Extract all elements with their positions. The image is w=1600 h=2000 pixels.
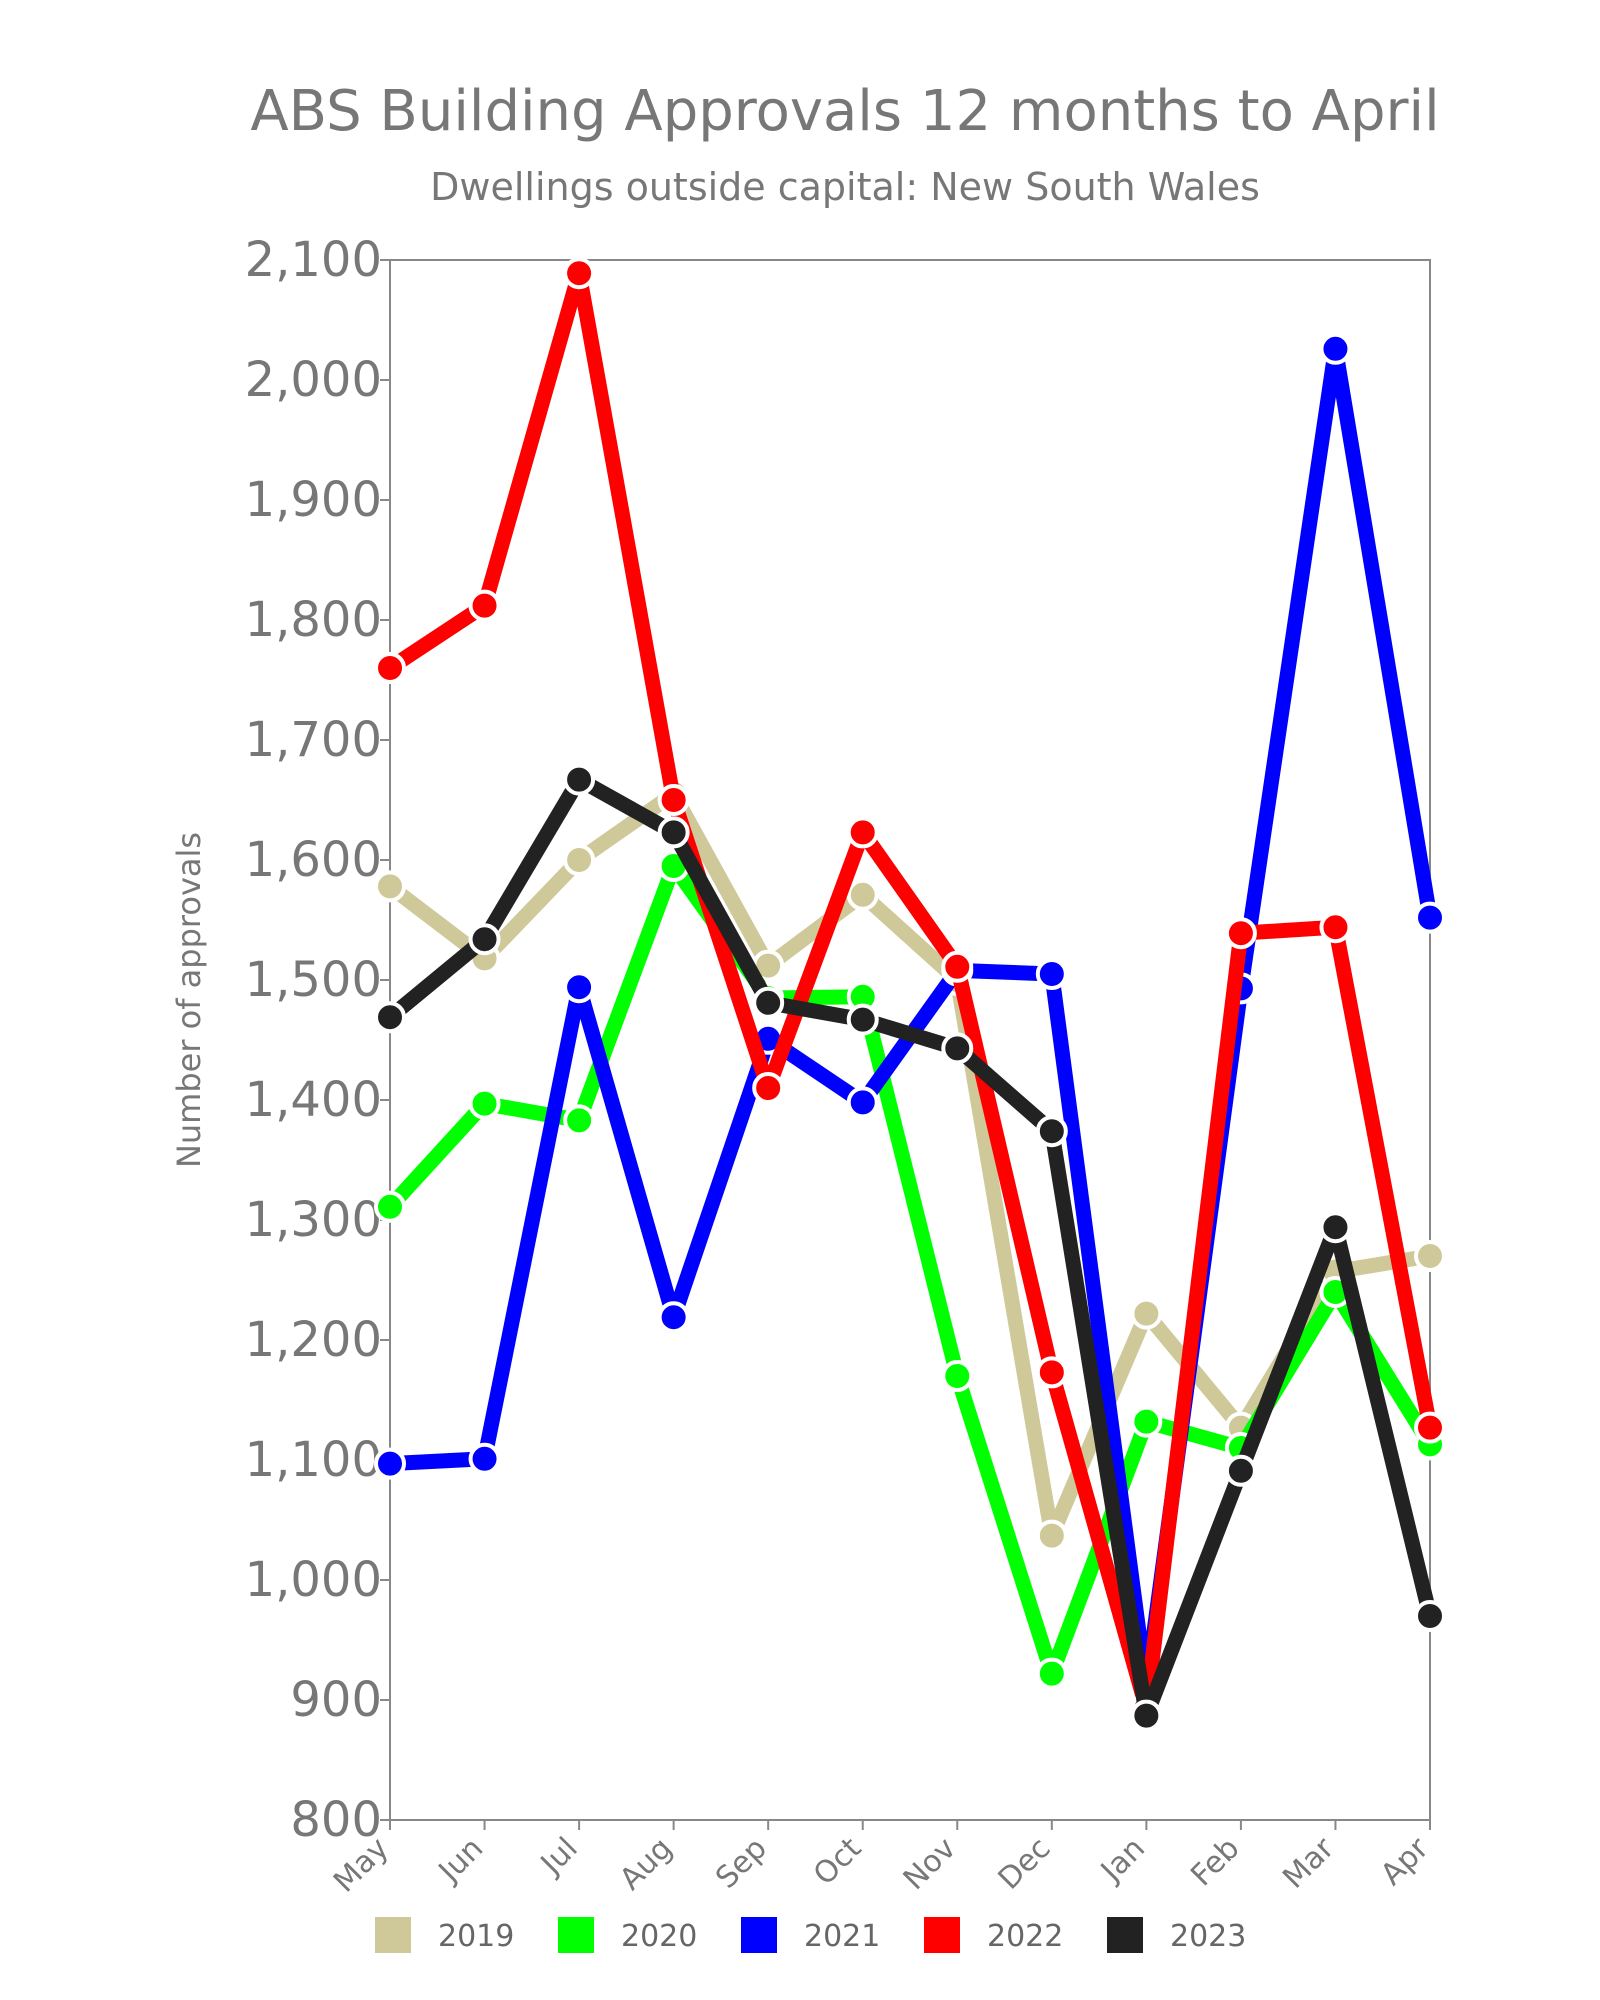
plot-frame	[389, 259, 1431, 1821]
data-point: 2021 Aug: 1219	[657, 1301, 690, 1334]
chart-subtitle: Dwellings outside capital: New South Wal…	[430, 165, 1260, 209]
legend-label-2020: 2020	[621, 1919, 697, 1954]
data-point: 2019 Dec: 1037	[1035, 1519, 1068, 1552]
y-axis-label: Number of approvals	[170, 832, 208, 1168]
data-point: 2021 Jul: 1494	[563, 971, 596, 1004]
x-tick-label: Oct	[807, 1831, 869, 1893]
data-point: 2023 Jun: 1534	[468, 923, 501, 956]
x-tick-label: Mar	[1276, 1830, 1341, 1895]
legend: 2019 2020 2021 2022 2023	[375, 1917, 1246, 1954]
x-tick-label: Sep	[709, 1831, 774, 1896]
data-point: 2022 Sep: 1410	[752, 1072, 785, 1104]
data-point: 2023 Mar: 1294	[1319, 1211, 1352, 1244]
data-point: 2021 Apr: 1552	[1414, 901, 1446, 934]
data-point: 2023 Jan: 887	[1130, 1699, 1163, 1732]
data-point: 2023 Apr: 970	[1414, 1600, 1446, 1632]
y-tick-label: 1,500	[245, 952, 382, 1008]
x-tick-label: Dec	[992, 1831, 1058, 1897]
data-point: 2023 Nov: 1443	[941, 1032, 974, 1065]
data-point: 2019 Oct: 1571	[846, 878, 879, 911]
data-point: 2019 May: 1578	[374, 870, 406, 903]
y-tick-label: 900	[290, 1672, 382, 1728]
x-tick-label: Aug	[613, 1831, 679, 1897]
data-point: 2019 Jan: 1222	[1130, 1297, 1163, 1330]
y-tick-label: 1,000	[245, 1552, 382, 1608]
x-tick-label: Nov	[897, 1831, 963, 1897]
y-tick-label: 1,700	[245, 712, 382, 768]
y-tick-label: 1,100	[245, 1432, 382, 1488]
series-2022: 2022 May: 1760 2022 Jun: 1812 2022 Jul: 20…	[374, 257, 1446, 1725]
data-point: 2020 May: 1311	[374, 1190, 406, 1223]
data-point: 2020 Dec: 922	[1035, 1657, 1068, 1690]
data-point: 2020 Jan: 1132	[1130, 1405, 1163, 1438]
legend-label-2021: 2021	[804, 1919, 880, 1954]
series-line-2022	[382, 265, 1438, 1716]
data-point: 2022 Aug: 1650	[657, 784, 690, 816]
data-point: 2021 Mar: 2026	[1319, 332, 1352, 365]
data-point: 2023 Oct: 1467	[846, 1003, 879, 1036]
legend-label-2022: 2022	[987, 1919, 1063, 1954]
x-tick-label: Apr	[1374, 1830, 1436, 1892]
data-point: 2021 Dec: 1505	[1035, 958, 1068, 990]
legend-swatch-2019	[375, 1917, 411, 1953]
data-point: 2023 Feb: 1091	[1224, 1454, 1257, 1487]
series-line-2020	[382, 858, 1438, 1682]
data-point: 2022 May: 1760	[374, 652, 406, 684]
data-point: 2022 Mar: 1544	[1319, 911, 1352, 944]
chart-title: ABS Building Approvals 12 months to Apri…	[250, 79, 1439, 144]
data-point: 2023 Jul: 1667	[563, 763, 596, 796]
legend-swatch-2020	[558, 1917, 594, 1953]
data-point: 2020 Jul: 1383	[563, 1104, 596, 1137]
series-line-2021	[382, 341, 1438, 1696]
data-point: 2022 Nov: 1511	[941, 950, 974, 983]
series-line-2019	[382, 786, 1438, 1544]
series-line-2023	[382, 772, 1438, 1724]
data-point: 2021 May: 1097	[374, 1447, 406, 1480]
data-point: 2022 Jul: 2089	[563, 257, 596, 290]
data-point: 2023 Aug: 1623	[657, 816, 690, 849]
y-tick-label: 2,100	[245, 232, 382, 288]
y-tick-label: 2,000	[245, 352, 382, 408]
y-tick-label: 1,400	[245, 1072, 382, 1128]
data-point: 2023 Dec: 1374	[1035, 1115, 1068, 1148]
series-2020: 2020 May: 1311 2020 Jun: 1397 2020 Jul: 13…	[374, 850, 1446, 1690]
data-point: 2022 Apr: 1127	[1414, 1411, 1446, 1444]
legend-swatch-2023	[1107, 1917, 1143, 1953]
data-point: 2023 Sep: 1481	[752, 986, 785, 1019]
data-point: 2022 Dec: 1173	[1035, 1356, 1068, 1389]
data-point: 2020 Nov: 1170	[941, 1360, 974, 1392]
y-tick-label: 1,800	[245, 592, 382, 648]
data-point: 2022 Oct: 1623	[846, 816, 879, 849]
legend-label-2023: 2023	[1170, 1919, 1246, 1954]
legend-swatch-2022	[924, 1917, 960, 1953]
y-tick-label: 800	[290, 1792, 382, 1848]
data-point: 2021 Jun: 1101	[468, 1442, 501, 1475]
data-point: 2019 Apr: 1270	[1414, 1240, 1446, 1272]
x-tick-label: Jul	[533, 1831, 585, 1883]
x-tick-label: Jun	[431, 1831, 490, 1890]
legend-swatch-2021	[741, 1917, 777, 1953]
series-lines: 2019 May: 15782019 Jun: 15182019 Jul: 16…	[374, 257, 1446, 1732]
data-point: 2021 Oct: 1398	[846, 1086, 879, 1119]
y-tick-label: 1,900	[245, 472, 382, 528]
y-tick-label: 1,600	[245, 832, 382, 888]
data-point: 2022 Feb: 1539	[1224, 917, 1257, 950]
y-tick-label: 1,200	[245, 1312, 382, 1368]
x-tick-label: Jan	[1093, 1831, 1152, 1890]
data-point: 2023 May: 1469	[374, 1001, 406, 1034]
series-2021: 2021 May: 1097 2021 Jun: 1101 2021 Jul: 14…	[374, 332, 1446, 1704]
x-tick-label: Feb	[1184, 1831, 1246, 1893]
series-2023: 2023 May: 1469 2023 Jun: 1534 2023 Jul: 16…	[374, 763, 1446, 1732]
axis-ticks: 800 900 1,000 1,100 1,200 1,300 1,400 1,500 1,60…	[245, 232, 1437, 1900]
data-point: 2020 Jun: 1397	[468, 1087, 501, 1120]
legend-label-2019: 2019	[438, 1919, 514, 1954]
data-point: 2022 Jun: 1812	[468, 589, 501, 622]
data-point: 2019 Jul: 1600	[563, 844, 596, 876]
y-tick-label: 1,300	[245, 1192, 382, 1248]
